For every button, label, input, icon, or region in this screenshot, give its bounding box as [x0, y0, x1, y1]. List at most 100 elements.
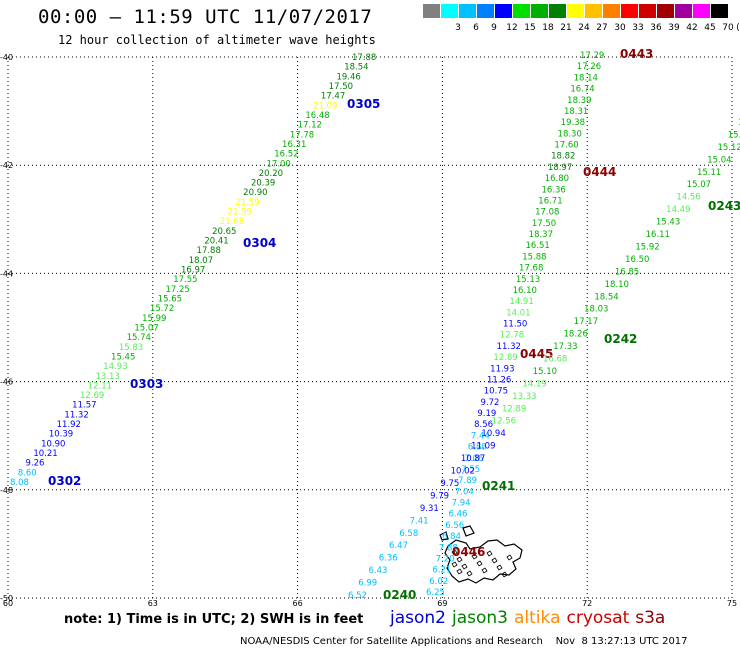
- scale-swatch: [674, 4, 692, 18]
- footer-note: note: 1) Time is in UTC; 2) SWH is in fe…: [64, 612, 364, 627]
- islet-outline: [451, 561, 458, 568]
- lat-tick-label: -50: [0, 594, 13, 603]
- wave-height-label: 14.49: [666, 205, 690, 215]
- islet-outline: [496, 564, 503, 571]
- scale-swatch: [710, 4, 728, 18]
- wave-height-label: 6.21: [432, 566, 451, 576]
- wave-height-label: 10.75: [484, 387, 508, 397]
- wave-height-label: 14.93: [103, 362, 127, 372]
- wave-height-label: 11.50: [503, 320, 527, 330]
- scale-tick-label: 3: [455, 23, 461, 33]
- wave-height-label: 15.74: [127, 333, 151, 343]
- wave-height-label: 16.10: [513, 286, 537, 296]
- wave-height-label: 15.1: [728, 130, 740, 140]
- wave-height-label: 20.90: [243, 188, 267, 198]
- wave-height-label: 10.90: [41, 439, 65, 449]
- islet-outline: [456, 568, 463, 575]
- satellite-track: 6.52 6.99 6.43 6.36 6.47 6.58 7.41 9.31 9.79 9.75…: [348, 118, 740, 602]
- wave-height-label: 12.89: [502, 404, 526, 414]
- wave-height-label: 18.03: [584, 305, 608, 315]
- scale-swatch: [512, 4, 530, 18]
- wave-height-label: 16.36: [542, 185, 566, 195]
- wave-height-label: 19.38: [561, 118, 585, 128]
- map-grid: [7, 56, 733, 599]
- wave-height-label: 7.55: [461, 465, 480, 475]
- wave-height-label: 6.56: [445, 521, 464, 531]
- wave-height-label: 18.07: [189, 256, 213, 266]
- wave-height-label: 20.65: [212, 227, 236, 237]
- pass-time-label: 0243: [708, 199, 740, 213]
- pass-time-label: 0446: [452, 545, 485, 559]
- wave-height-label: 9.79: [430, 491, 449, 501]
- lon-tick-label: 72: [582, 599, 592, 608]
- wave-height-label: 16.85: [615, 267, 639, 277]
- wave-height-label: 6.58: [399, 529, 418, 539]
- islet-outline: [491, 557, 498, 564]
- scale-tick-label: 9: [491, 23, 497, 33]
- wave-height-label: 14.56: [676, 193, 700, 203]
- wave-height-label: 21.59: [235, 198, 259, 208]
- scale-swatch: [458, 4, 476, 18]
- wave-height-label: 6.88: [468, 443, 487, 453]
- scale-swatch: [602, 4, 620, 18]
- wave-height-label: 15.65: [158, 294, 182, 304]
- pass-time-label: 0241: [482, 479, 515, 493]
- scale-swatch: [422, 4, 440, 18]
- wave-height-label: 7.44: [471, 431, 490, 441]
- scale-tick-label: 39: [668, 23, 680, 33]
- wave-height-label: 7.04: [455, 487, 474, 497]
- pass-time-label: 0302: [48, 474, 81, 488]
- scale-swatch: [692, 4, 710, 18]
- wave-height-label: 16.71: [538, 196, 562, 206]
- wave-height-label: 20.41: [204, 237, 228, 247]
- wave-height-label: 17.25: [165, 285, 189, 295]
- wave-height-label: 11.32: [64, 410, 88, 420]
- pass-time-label: 0240: [383, 588, 416, 602]
- wave-height-label: 18.10: [605, 280, 629, 290]
- wave-height-label: 6.46: [448, 510, 467, 520]
- wave-height-label: 12.56: [492, 417, 516, 427]
- islet-outline: [506, 554, 513, 561]
- lon-tick-label: 63: [148, 599, 158, 608]
- wave-height-label: 6.02: [429, 577, 448, 587]
- wave-height-label: 11.09: [471, 442, 495, 452]
- satellite-legend-item: cryosat: [566, 608, 630, 628]
- wave-height-label: 18.54: [344, 63, 368, 73]
- wave-height-label: 9.26: [26, 459, 45, 469]
- wave-height-label: 10.21: [33, 449, 57, 459]
- scale-swatch: [656, 4, 674, 18]
- wave-height-label: 7.94: [452, 499, 471, 509]
- wave-height-label: 7.41: [410, 516, 429, 526]
- wave-height-label: 7.06: [465, 454, 484, 464]
- wave-height-label: 17.33: [553, 342, 577, 352]
- wave-height-label: 6.36: [379, 554, 398, 564]
- satellite-legend-item: altika: [514, 608, 561, 628]
- wave-height-label: 16.48: [305, 111, 329, 121]
- scale-swatch: [476, 4, 494, 18]
- islet-outline: [501, 571, 508, 578]
- wave-height-label: 12.78: [500, 331, 524, 341]
- scale-tick-label: 45: [704, 23, 716, 33]
- wave-height-label: 16.51: [525, 241, 549, 251]
- wave-height-label: 8.60: [18, 468, 37, 478]
- wave-height-label: 16.52: [274, 150, 298, 160]
- wave-height-label: 17.26: [577, 62, 601, 72]
- pass-time-label: 0305: [347, 97, 380, 111]
- wave-height-label: 15.3: [738, 118, 740, 128]
- scale-tick-label: 21: [560, 23, 572, 33]
- scale-tick-label: 18: [542, 23, 554, 33]
- wave-height-label: 20.39: [251, 179, 275, 189]
- wave-height-label: 15.07: [687, 180, 711, 190]
- wave-height-label: 16.80: [545, 174, 569, 184]
- footer-credit: NOAA/NESDIS Center for Satellite Applica…: [240, 636, 688, 647]
- wave-height-label: 18.31: [564, 107, 588, 117]
- scale-swatch: [584, 4, 602, 18]
- wave-height-label: 21.99: [228, 208, 252, 218]
- wave-height-label: 7.89: [458, 476, 477, 486]
- scale-swatch: [530, 4, 548, 18]
- scale-tick-label: 15: [524, 23, 536, 33]
- wave-height-label: 21.68: [220, 217, 244, 227]
- satellite-legend-item: jason2: [390, 608, 446, 628]
- wave-height-label: 8.56: [474, 420, 493, 430]
